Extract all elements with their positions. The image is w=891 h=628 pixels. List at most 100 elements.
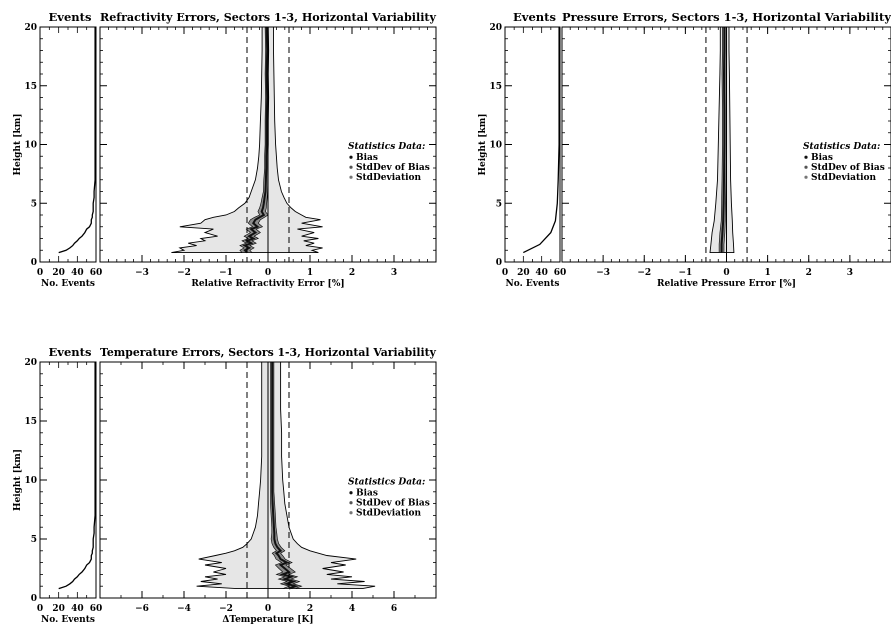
plot-area (196, 362, 376, 590)
events-tick-label: 20 (52, 604, 65, 614)
stddev-of-bias-band (239, 27, 270, 253)
events-tick-label: 0 (502, 268, 508, 278)
y-axis-label: Height [km] (13, 113, 23, 175)
events-tick-label: 60 (90, 604, 103, 614)
x-tick-label: −6 (135, 604, 149, 614)
x-tick-label: −4 (177, 604, 191, 614)
events-title: Events (513, 10, 556, 24)
y-tick-label: 20 (489, 23, 502, 33)
y-axis-label: Height [km] (13, 449, 23, 511)
y-tick-label: 0 (31, 258, 37, 268)
y-tick-label: 20 (24, 358, 37, 368)
legend-marker (804, 175, 808, 179)
x-tick-label: 6 (391, 604, 397, 614)
x-tick-label: 3 (847, 268, 853, 278)
x-tick-label: 2 (349, 268, 355, 278)
x-tick-label: 2 (307, 604, 313, 614)
x-tick-label: −2 (637, 268, 651, 278)
events-tick-label: 0 (37, 604, 43, 614)
y-tick-label: 10 (24, 141, 37, 151)
legend-marker (349, 155, 353, 159)
x-tick-label: 4 (349, 604, 355, 614)
events-title: Events (49, 10, 92, 24)
pressure-panel: −3 −2 −1 0 1 2 3 0 5 10 15 20 0 20 40 60 Events Pressure … (478, 10, 891, 289)
x-tick-label: 0 (265, 268, 271, 278)
chart-title: Refractivity Errors, Sectors 1-3, Horizo… (100, 10, 436, 24)
events-plot-frame (504, 26, 561, 263)
y-tick-label: 15 (489, 82, 502, 92)
events-x-label: No. Events (41, 615, 95, 625)
legend-marker (804, 165, 808, 169)
y-tick-label: 0 (31, 594, 37, 604)
refractivity-panel: −3 −2 −1 0 1 2 3 0 5 10 15 20 0 20 40 60 Events Refractiv… (13, 10, 437, 289)
x-tick-label: 2 (806, 268, 812, 278)
x-tick-label: −1 (678, 268, 692, 278)
y-tick-label: 15 (24, 82, 37, 92)
legend-title: Statistics Data: (348, 142, 425, 152)
x-tick-label: −2 (177, 268, 191, 278)
bias-line (720, 27, 726, 253)
x-tick-label: 3 (391, 268, 397, 278)
y-tick-label: 15 (24, 417, 37, 427)
events-x-label: No. Events (41, 279, 95, 289)
y-tick-label: 10 (24, 476, 37, 486)
x-tick-label: −3 (596, 268, 610, 278)
x-tick-label: −3 (135, 268, 149, 278)
chart-title: Pressure Errors, Sectors 1-3, Horizontal… (562, 10, 891, 24)
legend-marker (349, 175, 353, 179)
events-x-label: No. Events (506, 279, 560, 289)
events-tick-label: 60 (554, 268, 567, 278)
x-axis-label: Relative Pressure Error [%] (657, 279, 796, 289)
y-tick-label: 5 (31, 199, 37, 209)
events-line (58, 27, 96, 254)
events-line (523, 27, 560, 254)
legend-item: StdDeviation (811, 173, 877, 183)
events-tick-label: 40 (535, 268, 548, 278)
legend-marker (804, 155, 808, 159)
legend-item: StdDeviation (356, 173, 422, 183)
legend-item: Bias (356, 153, 378, 163)
events-tick-label: 20 (52, 268, 65, 278)
x-tick-label: −1 (219, 268, 233, 278)
x-tick-label: 1 (307, 268, 313, 278)
legend-marker (349, 511, 353, 515)
legend-title: Statistics Data: (803, 142, 880, 152)
x-axis-label: ΔTemperature [K] (222, 615, 313, 625)
x-tick-label: −2 (219, 604, 233, 614)
events-title: Events (49, 345, 92, 359)
legend-marker (349, 165, 353, 169)
events-tick-label: 0 (37, 268, 43, 278)
y-tick-label: 10 (489, 141, 502, 151)
x-axis-label: Relative Refractivity Error [%] (191, 279, 344, 289)
y-axis-label: Height [km] (478, 113, 488, 175)
plot-area (709, 27, 735, 254)
legend-item: StdDev of Bias (811, 163, 885, 173)
stddeviation-envelope (709, 27, 735, 254)
legend-item: Bias (356, 489, 378, 499)
stddeviation-envelope (196, 362, 376, 590)
events-tick-label: 20 (517, 268, 530, 278)
x-tick-label: 0 (723, 268, 729, 278)
y-tick-label: 20 (24, 23, 37, 33)
events-line (58, 362, 96, 590)
legend-marker (349, 491, 353, 495)
events-tick-label: 60 (90, 268, 103, 278)
legend-item: Bias (811, 153, 833, 163)
stddev-of-bias-band (270, 362, 303, 589)
bias-line (242, 27, 269, 254)
events-plot-frame (39, 361, 97, 599)
legend-item: StdDev of Bias (356, 163, 430, 173)
y-tick-label: 5 (31, 535, 37, 545)
legend-marker (349, 501, 353, 505)
legend-title: Statistics Data: (348, 478, 425, 488)
x-tick-label: 1 (764, 268, 770, 278)
y-tick-label: 5 (496, 199, 502, 209)
x-tick-label: 0 (265, 604, 271, 614)
y-tick-label: 0 (496, 258, 502, 268)
events-plot-frame (39, 26, 97, 263)
legend-item: StdDev of Bias (356, 499, 430, 509)
chart-title: Temperature Errors, Sectors 1-3, Horizon… (100, 345, 436, 359)
events-tick-label: 40 (71, 268, 84, 278)
